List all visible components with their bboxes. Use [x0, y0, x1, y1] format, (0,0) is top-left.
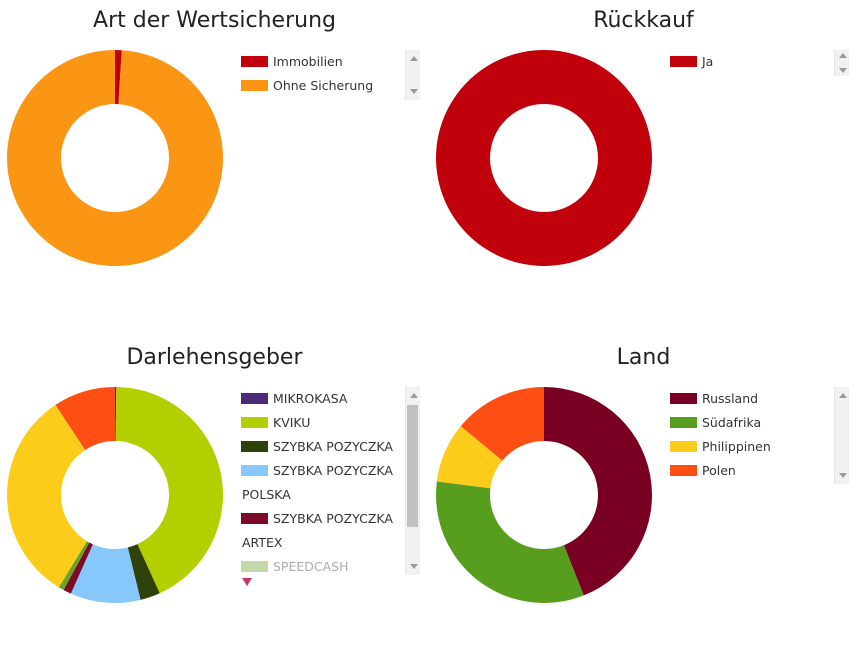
slice-s-dafrika[interactable]: [436, 481, 584, 603]
legend-label: Polen: [702, 463, 736, 478]
legend-swatch: [670, 393, 697, 404]
legend-more-icon[interactable]: [242, 578, 252, 586]
chart-title: Rückkauf: [593, 8, 694, 33]
legend-label: Ja: [702, 54, 714, 69]
legend-item-szybka-pozyczka[interactable]: SZYBKA POZYCZKA: [240, 435, 398, 459]
legend-swatch: [670, 465, 697, 476]
legend-label: POLSKA: [242, 487, 291, 502]
legend-item-polen[interactable]: Polen: [669, 459, 827, 483]
legend-item-ja[interactable]: Ja: [669, 50, 827, 74]
slice-szybka-pozyczka-polska[interactable]: [70, 544, 141, 603]
donut-chart: [7, 387, 223, 603]
legend-item-mikrokasa[interactable]: MIKROKASA: [240, 387, 398, 411]
donut-chart: [7, 50, 223, 266]
slice-philippinen[interactable]: [436, 426, 503, 489]
chart-panel-land: Land Russland Südafrika Philippinen Polen: [429, 337, 858, 646]
legend-swatch: [241, 513, 268, 524]
legend-item-speedcash[interactable]: SPEEDCASH: [240, 555, 398, 575]
legend-swatch: [241, 393, 268, 404]
legend-swatch: [670, 441, 697, 452]
slice-szybka-pozyczka[interactable]: [127, 544, 160, 600]
legend-label: Immobilien: [273, 54, 343, 69]
scroll-up-icon[interactable]: [410, 56, 418, 61]
chart-legend: MIKROKASA KVIKU SZYBKA POZYCZKA SZYBKA POZY…: [240, 387, 420, 575]
legend-list: MIKROKASA KVIKU SZYBKA POZYCZKA SZYBKA POZY…: [240, 387, 398, 575]
donut-chart: [436, 387, 652, 603]
scroll-down-icon[interactable]: [839, 473, 847, 478]
scroll-up-icon[interactable]: [410, 393, 418, 398]
legend-label: SPEEDCASH: [273, 559, 349, 574]
slice-ja[interactable]: [436, 50, 652, 266]
chart-legend: Russland Südafrika Philippinen Polen: [669, 387, 849, 484]
legend-swatch: [241, 417, 268, 428]
legend-label: KVIKU: [273, 415, 311, 430]
slice-mikrokasa[interactable]: [115, 387, 117, 442]
legend-swatch: [670, 56, 697, 67]
legend-label: Südafrika: [702, 415, 762, 430]
legend-label: SZYBKA POZYCZKA: [273, 511, 393, 526]
legend-label: ARTEX: [242, 535, 283, 550]
chart-panel-wertsicherung: Art der Wertsicherung Immobilien Ohne Sic…: [0, 0, 429, 309]
legend-item-philippinen[interactable]: Philippinen: [669, 435, 827, 459]
chart-title: Land: [616, 345, 671, 370]
legend-swatch: [670, 417, 697, 428]
legend-item-szybka-pozyczka[interactable]: SZYBKA POZYCZKA: [240, 507, 398, 531]
legend-scrollbar[interactable]: [834, 50, 849, 76]
scroll-up-icon[interactable]: [839, 393, 847, 398]
legend-item-szybka-pozyczka[interactable]: SZYBKA POZYCZKA: [240, 459, 398, 483]
slice-ohne-sicherung[interactable]: [7, 50, 223, 266]
chart-panel-darlehensgeber: Darlehensgeber MIKROKASA KVIKU SZYBKA POZY…: [0, 337, 429, 646]
legend-label: Russland: [702, 391, 759, 406]
legend-scrollbar[interactable]: [405, 50, 420, 100]
chart-title: Darlehensgeber: [126, 345, 303, 370]
scroll-down-icon[interactable]: [410, 89, 418, 94]
scroll-thumb[interactable]: [407, 405, 418, 527]
legend-swatch: [241, 80, 268, 91]
donut-chart: [436, 50, 652, 266]
legend-swatch: [241, 441, 268, 452]
slice-russland[interactable]: [544, 387, 652, 596]
legend-item-immobilien[interactable]: Immobilien: [240, 50, 398, 74]
legend-label: SZYBKA POZYCZKA: [273, 463, 393, 478]
slice-immobilien[interactable]: [115, 50, 122, 105]
legend-item-continuation[interactable]: POLSKA: [240, 483, 398, 507]
legend-label: SZYBKA POZYCZKA: [273, 439, 393, 454]
slice-segment[interactable]: [55, 387, 115, 450]
slice-segment[interactable]: [7, 404, 87, 588]
chart-panel-rueckkauf: Rückkauf Ja: [429, 0, 858, 309]
chart-legend: Immobilien Ohne Sicherung: [240, 50, 420, 100]
legend-item-continuation[interactable]: ARTEX: [240, 531, 398, 555]
slice-kviku[interactable]: [115, 387, 223, 594]
legend-item-russland[interactable]: Russland: [669, 387, 827, 411]
legend-list: Russland Südafrika Philippinen Polen: [669, 387, 827, 483]
legend-label: Ohne Sicherung: [273, 78, 374, 93]
legend-label: Philippinen: [702, 439, 771, 454]
scroll-up-icon[interactable]: [839, 53, 847, 58]
legend-item-kviku[interactable]: KVIKU: [240, 411, 398, 435]
scroll-down-icon[interactable]: [839, 68, 847, 73]
chart-legend: Ja: [669, 50, 849, 76]
slice-speedcash[interactable]: [58, 541, 90, 590]
legend-list: Ja: [669, 50, 827, 74]
slice-szybka-pozyczka-artex[interactable]: [63, 542, 93, 594]
scroll-down-icon[interactable]: [410, 564, 418, 569]
legend-label: MIKROKASA: [273, 391, 348, 406]
legend-scrollbar[interactable]: [834, 387, 849, 484]
legend-swatch: [241, 561, 268, 572]
legend-item-s-dafrika[interactable]: Südafrika: [669, 411, 827, 435]
legend-list: Immobilien Ohne Sicherung: [240, 50, 398, 98]
legend-swatch: [241, 465, 268, 476]
slice-polen[interactable]: [460, 387, 544, 461]
chart-title: Art der Wertsicherung: [93, 8, 336, 33]
legend-swatch: [241, 56, 268, 67]
legend-item-ohne-sicherung[interactable]: Ohne Sicherung: [240, 74, 398, 98]
legend-scrollbar[interactable]: [405, 387, 420, 575]
